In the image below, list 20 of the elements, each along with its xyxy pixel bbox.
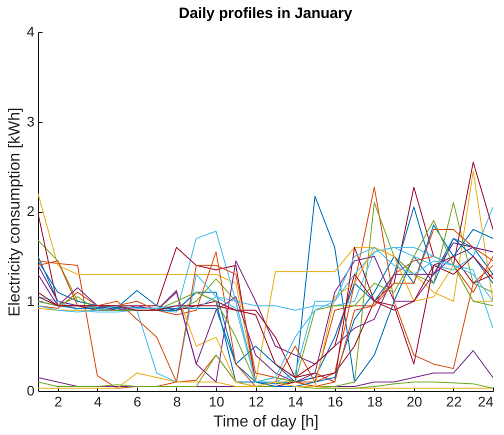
x-tick-label: 2	[54, 394, 62, 410]
x-tick-label: 22	[446, 394, 462, 410]
x-tick-label: 14	[288, 394, 304, 410]
x-tick-label: 12	[248, 394, 264, 410]
x-tick-label: 20	[406, 394, 422, 410]
x-tick-label: 16	[327, 394, 344, 410]
y-tick-label: 0	[26, 382, 35, 398]
x-axis-title: Time of day [h]	[213, 414, 319, 430]
x-tick-label: 4	[94, 394, 102, 410]
y-axis-title: Electricity consumption [kWh]	[6, 108, 24, 316]
x-tick-label: 18	[367, 394, 383, 410]
x-tick-label: 24	[478, 394, 494, 410]
chart-title: Daily profiles in January	[178, 5, 353, 22]
x-tick-label: 8	[173, 394, 182, 410]
x-tick-label: 10	[208, 394, 225, 410]
y-tick-label: 1	[26, 292, 35, 309]
x-tick-label: 6	[134, 394, 142, 410]
y-tick-label: 2	[26, 203, 35, 219]
y-tick-label: 3	[26, 113, 35, 130]
y-tick-label: 4	[26, 24, 35, 40]
